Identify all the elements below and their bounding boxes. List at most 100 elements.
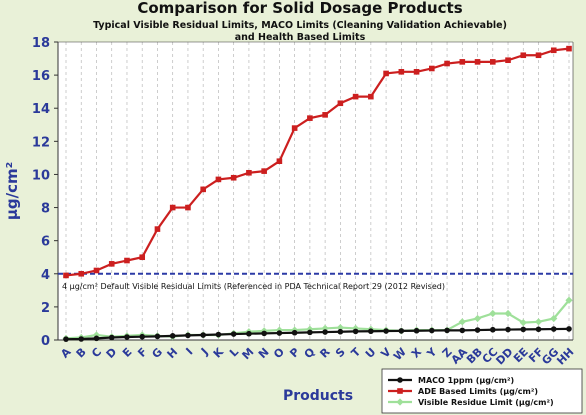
x-tick-label-N: N: [256, 345, 272, 361]
y-tick-label-8: 8: [41, 202, 50, 217]
x-tick-label-O: O: [271, 345, 287, 361]
series-2-point-U: [368, 93, 374, 100]
x-tick-label-R: R: [317, 345, 333, 361]
x-axis-label: Products: [283, 388, 353, 404]
series-2-point-Q: [307, 115, 313, 121]
series-2-point-T: [352, 93, 359, 100]
series-2-point-DD: [505, 57, 511, 64]
y-tick-label-14: 14: [32, 102, 50, 117]
x-tick-label-B: B: [74, 345, 89, 360]
y-tick-label-0: 0: [41, 334, 50, 349]
series-2: [63, 45, 572, 279]
x-tick-labels: A B C D E F G H I J K LM N O P Q R S T U VW X Y ZAABBCCDDEEFFGG…: [58, 345, 576, 368]
series-2-point-K: [215, 176, 222, 183]
series-2-point-J: [200, 186, 206, 193]
series-1-point-D: [108, 334, 115, 341]
series-group: [62, 45, 573, 342]
series-2-point-Z: [444, 60, 450, 67]
series-1-point-U: [368, 328, 374, 335]
y-tick-label-6: 6: [41, 235, 50, 250]
x-tick-label-A: A: [58, 345, 74, 361]
y-tick-label-4: 4: [41, 268, 50, 283]
series-1-point-V: [383, 328, 389, 334]
x-tick-label-K: K: [211, 345, 227, 361]
series-3-point-DD: [504, 309, 512, 318]
series-2-point-P: [291, 125, 298, 131]
series-1-point-A: [63, 336, 69, 342]
series-1-point-K: [215, 331, 222, 338]
x-tick-label-D: D: [104, 345, 120, 361]
series-1-point-CC: [489, 326, 496, 333]
y-tick-label-10: 10: [32, 168, 50, 183]
series-1-point-B: [78, 336, 85, 342]
series-1-point-FF: [535, 326, 542, 333]
series-2-point-S: [337, 100, 344, 107]
series-2-point-W: [398, 69, 405, 75]
series-2-point-V: [383, 70, 389, 77]
series-2-point-A: [63, 272, 69, 279]
series-3-point-HH: [565, 296, 573, 304]
legend-label-2: ADE Based Limits (µg/cm²): [418, 387, 538, 396]
x-tick-label-T: T: [349, 345, 364, 360]
y-tick-label-12: 12: [32, 135, 50, 150]
series-1-point-R: [322, 329, 328, 335]
series-3-point-AA: [458, 318, 466, 326]
y-axis-label: µg/cm²: [3, 162, 21, 220]
series-1-point-S: [337, 328, 344, 335]
chart-subtitle-line-2: and Health Based Limits: [235, 32, 366, 43]
series-1-point-HH: [566, 326, 572, 332]
series-1-point-W: [398, 328, 405, 334]
series-2-line: [65, 47, 570, 277]
chart-title: Comparison for Solid Dosage Products: [137, 0, 462, 17]
x-tick-label-E: E: [120, 345, 135, 360]
series-3-point-FF: [534, 318, 543, 326]
x-tick-label-S: S: [333, 345, 348, 360]
series-2-point-BB: [474, 59, 481, 65]
series-3-point-BB: [473, 314, 482, 323]
series-1-point-E: [124, 334, 130, 340]
series-1-point-L: [230, 331, 237, 337]
y-tick-labels: 0 2 4 6 8 10 12 14 16 18: [32, 36, 50, 349]
legend-box: [381, 368, 583, 414]
x-tick-label-M: M: [240, 345, 257, 362]
series-2-point-GG: [550, 47, 557, 54]
x-tick-label-I: I: [183, 345, 195, 357]
series-2-point-C: [93, 267, 100, 274]
series-1-point-M: [246, 330, 252, 337]
series-2-point-G: [154, 226, 161, 232]
series-1-point-G: [154, 333, 161, 340]
series-3-point-S: [336, 323, 344, 332]
series-2-point-D: [108, 261, 115, 267]
series-1-point-EE: [520, 326, 527, 333]
series-2-point-R: [322, 112, 328, 118]
legend-marker-1: [397, 377, 403, 383]
chart-subtitle-line-1: Typical Visible Residual Limits, MACO Li…: [93, 20, 507, 31]
legend-marker-2: [397, 388, 403, 394]
plot-area: 4 µg/cm² Default Visible Residual Limits…: [54, 41, 574, 342]
reference-line-group: 4 µg/cm² Default Visible Residual Limits…: [58, 272, 573, 291]
series-1-point-DD: [505, 326, 511, 333]
legend-label-1: MACO 1ppm (µg/cm²): [418, 376, 514, 385]
legend-marker-3: [396, 398, 404, 406]
reference-line-label: 4 µg/cm² Default Visible Residual Limits…: [62, 282, 445, 291]
x-tick-label-J: J: [198, 345, 211, 358]
series-1-point-GG: [550, 326, 557, 332]
series-1-point-C: [93, 335, 100, 342]
series-1-point-H: [169, 333, 176, 339]
series-2-point-HH: [566, 45, 572, 52]
series-1-point-J: [200, 332, 206, 338]
x-tick-label-F: F: [135, 345, 150, 360]
series-2-point-F: [139, 254, 146, 261]
series-2-point-B: [78, 270, 85, 277]
series-1-line: [65, 327, 570, 341]
series-2-point-M: [246, 169, 252, 176]
series-2-point-H: [169, 204, 176, 211]
series-1-point-Z: [444, 327, 450, 334]
series-2-point-AA: [459, 59, 466, 65]
x-tick-label-Y: Y: [424, 345, 440, 361]
series-1-point-F: [139, 333, 146, 340]
series-2-point-O: [276, 158, 283, 164]
x-tick-label-W: W: [391, 345, 409, 363]
series-1: [63, 326, 572, 342]
